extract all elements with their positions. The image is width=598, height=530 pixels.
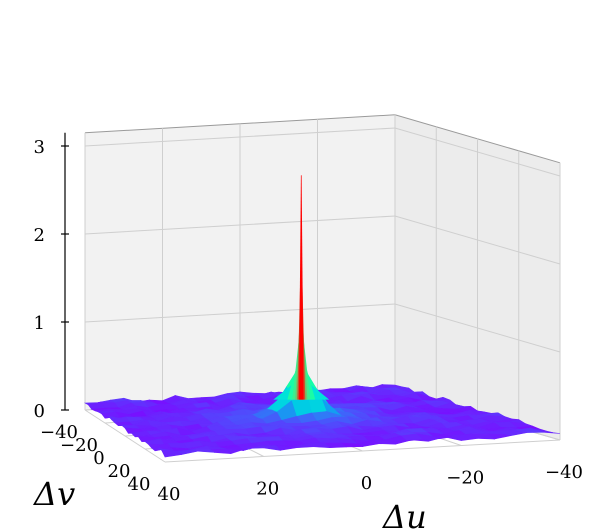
y-tick-label: −20	[60, 435, 98, 456]
x-tick-label: 40	[158, 484, 181, 505]
grid-line	[84, 303, 561, 353]
grid-line	[84, 215, 561, 265]
grid-line	[84, 127, 561, 177]
x-axis-ticks: −40 −20 0 20 40	[158, 462, 583, 505]
y-tick-label: 40	[128, 474, 151, 495]
surface-peak	[273, 175, 330, 400]
grid-line	[164, 439, 561, 463]
y-tick-label: 0	[93, 448, 104, 469]
y-axis-label: Δv	[32, 475, 75, 513]
x-tick-label: −20	[446, 468, 484, 489]
z-axis: 0 1 2 3	[34, 132, 69, 422]
x-tick-label: 20	[256, 479, 279, 500]
surface-cell	[209, 448, 232, 454]
x-tick-label: −40	[545, 462, 583, 483]
peak-layer	[298, 175, 304, 400]
z-tick-label: 2	[34, 225, 45, 246]
surface-cell	[161, 449, 183, 458]
y-tick-label: −40	[40, 422, 78, 443]
x-tick-label: 0	[361, 473, 372, 494]
x-axis-label: Δu	[381, 498, 427, 530]
y-tick-label: 20	[108, 461, 131, 482]
z-tick-label: 1	[34, 313, 45, 334]
z-tick-label: 3	[34, 137, 45, 158]
z-tick-label: 0	[34, 401, 45, 422]
